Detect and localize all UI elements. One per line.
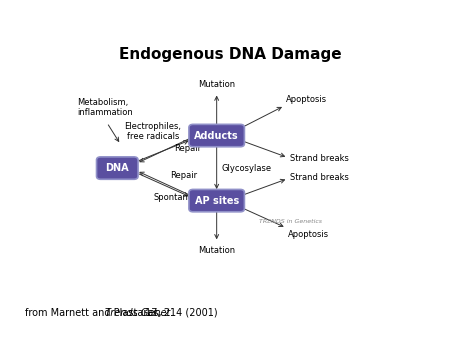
Text: Mutation: Mutation (198, 246, 235, 255)
Text: AP sites: AP sites (194, 196, 239, 206)
FancyBboxPatch shape (97, 157, 138, 179)
Text: Endogenous DNA Damage: Endogenous DNA Damage (119, 47, 342, 63)
Text: Apoptosis: Apoptosis (287, 95, 328, 104)
Text: Repair: Repair (174, 144, 201, 153)
Text: Mutation: Mutation (198, 80, 235, 89)
Text: TRENDS in Genetics: TRENDS in Genetics (258, 219, 321, 224)
Text: DNA: DNA (105, 163, 129, 173)
FancyBboxPatch shape (189, 124, 244, 147)
Text: Metabolism,
inflammation: Metabolism, inflammation (77, 98, 133, 117)
FancyBboxPatch shape (189, 189, 244, 212)
Text: Glycosylase: Glycosylase (222, 164, 272, 173)
Text: Adducts: Adducts (194, 130, 239, 141)
Text: Apoptosis: Apoptosis (288, 230, 329, 239)
Text: Strand breaks: Strand breaks (290, 154, 349, 163)
Text: Strand breaks: Strand breaks (290, 173, 349, 182)
Text: Electrophiles,
free radicals: Electrophiles, free radicals (125, 122, 181, 141)
Text: from Marnett and Plastaras,: from Marnett and Plastaras, (25, 308, 165, 318)
Text: Spontaneous: Spontaneous (153, 193, 208, 202)
Text: Trends Genet.: Trends Genet. (105, 308, 173, 318)
Text: 17, 214 (2001): 17, 214 (2001) (142, 308, 218, 318)
Text: Repair: Repair (171, 171, 198, 180)
